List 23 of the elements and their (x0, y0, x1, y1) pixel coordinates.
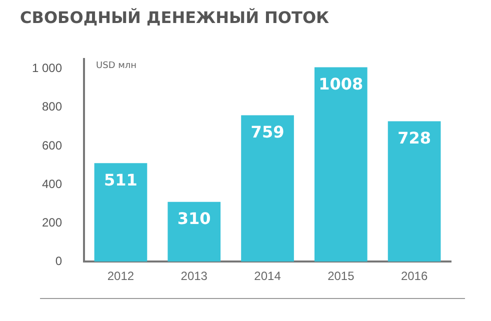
y-tick-label: 0 (55, 254, 62, 268)
x-tick-label: 2014 (254, 269, 282, 284)
x-tick-label: 2012 (107, 269, 134, 284)
bar (94, 163, 148, 262)
data-label: 310 (177, 209, 211, 228)
y-tick-label: 400 (42, 176, 62, 191)
bar (388, 121, 441, 262)
y-tick-label: 200 (42, 215, 62, 230)
x-tick-label: 2016 (400, 269, 428, 284)
data-label: 511 (104, 170, 138, 190)
bar (168, 202, 221, 262)
y-tick-label: 800 (42, 100, 62, 114)
x-tick-label: 2013 (180, 269, 208, 284)
y-tick-label: 600 (42, 138, 62, 152)
bar (241, 115, 294, 262)
x-tick-label: 2015 (328, 269, 355, 284)
data-label: 728 (398, 128, 432, 148)
data-label: 1008 (318, 74, 364, 94)
bar (314, 67, 368, 262)
data-label: 759 (250, 122, 284, 142)
y-axis-title: USD млн (96, 61, 137, 72)
chart-title: СВОБОДНЫЙ ДЕНЕЖНЫЙ ПОТОК (20, 8, 330, 27)
y-tick-label: 1 000 (32, 61, 62, 76)
